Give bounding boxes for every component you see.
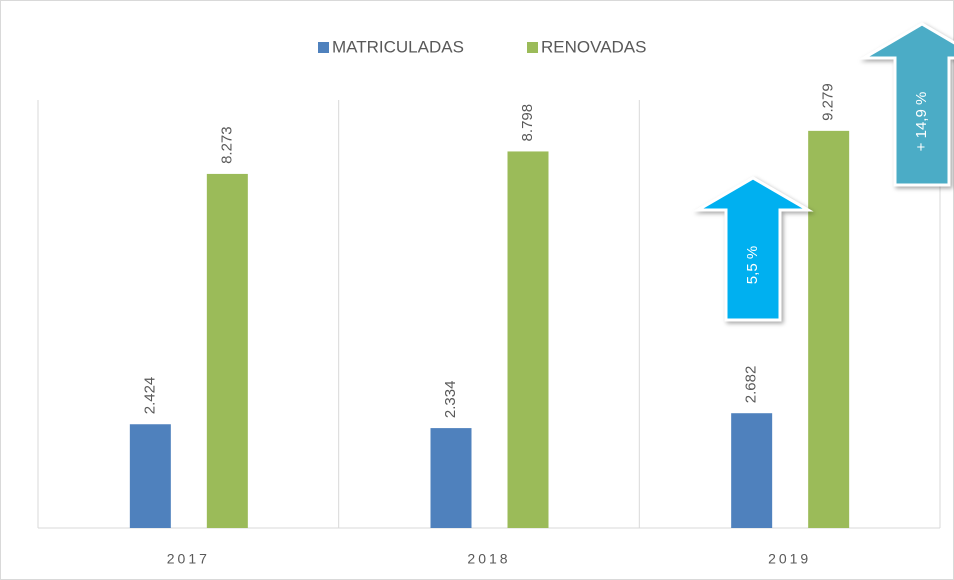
legend-label: RENOVADAS	[541, 37, 647, 56]
bar	[206, 173, 248, 529]
x-tick-label: 2017	[167, 551, 210, 567]
data-label: 8.798	[519, 104, 536, 142]
data-label: 2.424	[141, 377, 158, 415]
legend-swatch	[318, 42, 329, 53]
annotation-label: + 14,9 %	[913, 92, 930, 152]
data-label: 8.273	[218, 126, 235, 164]
bar	[808, 130, 850, 528]
data-label: 9.279	[820, 83, 837, 121]
bar	[430, 428, 472, 528]
legend-swatch	[527, 42, 538, 53]
x-tick-label: 2019	[768, 551, 811, 567]
bar	[731, 413, 773, 528]
annotation-arrow	[858, 22, 954, 187]
annotation-label: 5,5 %	[744, 246, 761, 284]
legend-label: MATRICULADAS	[332, 37, 464, 56]
x-tick-label: 2018	[467, 551, 510, 567]
data-label: 2.334	[442, 381, 459, 419]
bar	[507, 151, 549, 528]
annotation-arrow	[692, 176, 814, 322]
bar	[129, 424, 171, 528]
data-label: 2.682	[743, 366, 760, 404]
